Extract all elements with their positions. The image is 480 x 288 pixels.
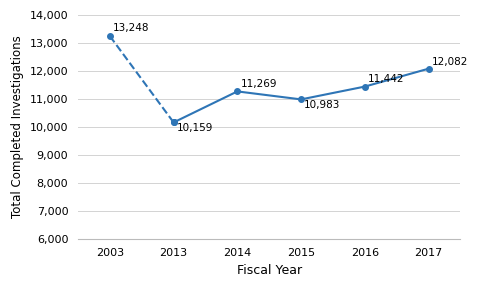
Text: 12,082: 12,082 xyxy=(432,56,468,67)
Text: 13,248: 13,248 xyxy=(113,22,150,33)
Text: 11,269: 11,269 xyxy=(240,79,277,89)
Y-axis label: Total Completed Investigations: Total Completed Investigations xyxy=(11,35,24,218)
Text: 11,442: 11,442 xyxy=(368,74,405,84)
Text: 10,159: 10,159 xyxy=(177,123,213,133)
X-axis label: Fiscal Year: Fiscal Year xyxy=(237,264,302,277)
Text: 10,983: 10,983 xyxy=(304,100,341,110)
